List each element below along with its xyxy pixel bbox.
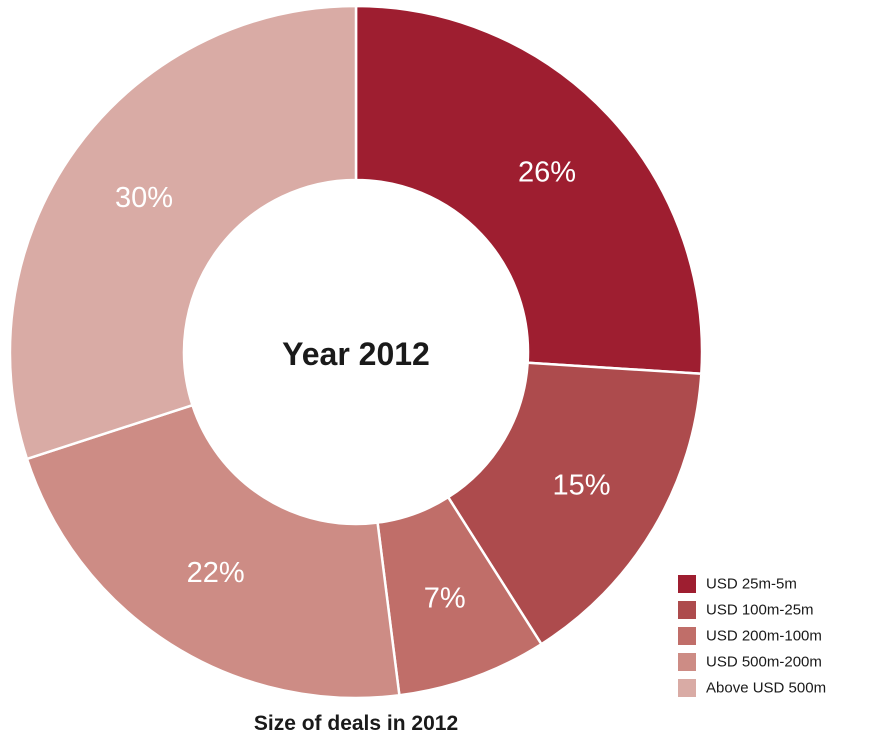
slice-value-label: 30% bbox=[115, 182, 173, 214]
legend-item: USD 100m-25m bbox=[678, 601, 814, 619]
legend-swatch bbox=[678, 627, 696, 645]
legend-swatch bbox=[678, 679, 696, 697]
donut-hole bbox=[184, 180, 528, 524]
slice-value-labels: 26% 15% 7% 22% 30% bbox=[115, 157, 611, 615]
slice-value-label: 22% bbox=[187, 557, 245, 589]
slice-value-label: 7% bbox=[424, 583, 466, 615]
legend-swatch bbox=[678, 601, 696, 619]
slice-value-label: 26% bbox=[518, 157, 576, 189]
legend-swatch bbox=[678, 575, 696, 593]
legend-label: USD 25m-5m bbox=[706, 576, 797, 593]
legend-label: Above USD 500m bbox=[706, 680, 826, 697]
legend-item: USD 200m-100m bbox=[678, 627, 822, 645]
slice-value-label: 15% bbox=[552, 469, 610, 501]
legend-label: USD 200m-100m bbox=[706, 628, 822, 645]
legend-label: USD 100m-25m bbox=[706, 602, 814, 619]
legend-item: USD 25m-5m bbox=[678, 575, 797, 593]
legend-item: USD 500m-200m bbox=[678, 653, 822, 671]
legend-swatch bbox=[678, 653, 696, 671]
legend-item: Above USD 500m bbox=[678, 679, 826, 697]
legend-label: USD 500m-200m bbox=[706, 654, 822, 671]
center-label: Year 2012 bbox=[282, 336, 430, 372]
legend: USD 25m-5m USD 100m-25m USD 200m-100m USD 5… bbox=[678, 575, 826, 697]
chart-title: Size of deals in 2012 bbox=[254, 712, 458, 735]
donut-slices bbox=[8, 4, 704, 700]
